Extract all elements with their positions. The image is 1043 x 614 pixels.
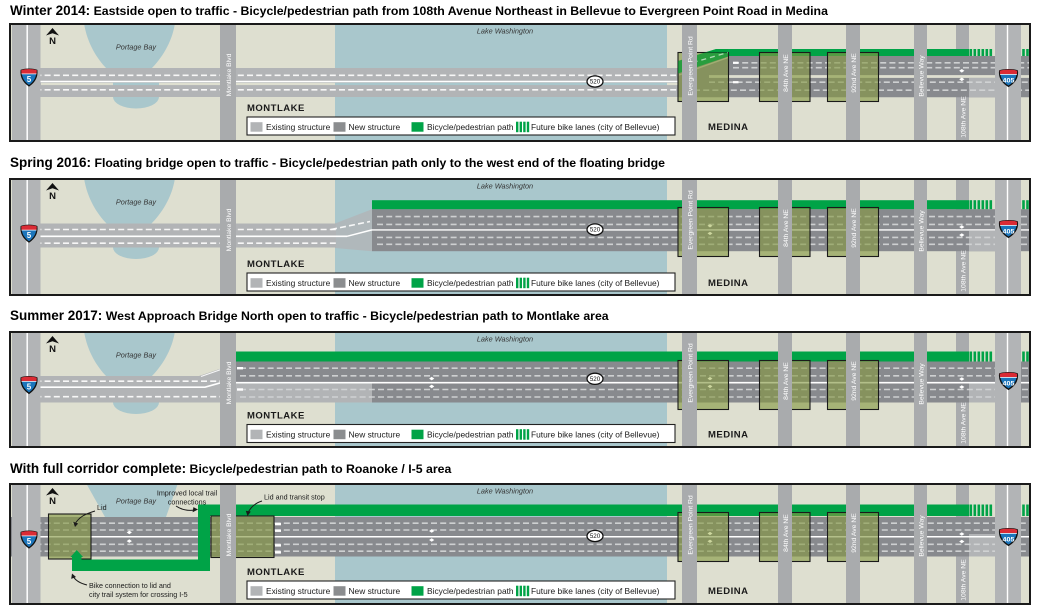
svg-text:Evergreen Point Rd: Evergreen Point Rd xyxy=(688,495,695,555)
svg-text:Lake Washington: Lake Washington xyxy=(477,182,533,191)
svg-text:Future bike lanes (city of Bel: Future bike lanes (city of Bellevue) xyxy=(531,278,660,288)
svg-text:5: 5 xyxy=(27,382,32,391)
svg-text:Portage Bay: Portage Bay xyxy=(116,497,158,506)
svg-text:92nd Ave NE: 92nd Ave NE xyxy=(851,53,858,93)
svg-text:MEDINA: MEDINA xyxy=(708,586,748,597)
svg-text:Montlake Blvd: Montlake Blvd xyxy=(226,361,233,404)
svg-text:New structure: New structure xyxy=(349,586,401,596)
svg-text:Bicycle/pedestrian path: Bicycle/pedestrian path xyxy=(427,586,514,596)
svg-text:Existing structure: Existing structure xyxy=(266,586,331,596)
svg-text:Montlake Blvd: Montlake Blvd xyxy=(226,513,233,556)
svg-text:Future bike lanes (city of Bel: Future bike lanes (city of Bellevue) xyxy=(531,586,660,596)
svg-text:Bike connection to lid and: Bike connection to lid and xyxy=(89,581,171,590)
svg-text:108th Ave NE: 108th Ave NE xyxy=(961,250,968,292)
svg-text:Evergreen Point Rd: Evergreen Point Rd xyxy=(688,343,695,403)
svg-text:Bicycle/pedestrian path: Bicycle/pedestrian path xyxy=(427,122,514,132)
svg-text:405: 405 xyxy=(1003,229,1015,236)
svg-text:N: N xyxy=(49,191,56,202)
svg-text:Portage Bay: Portage Bay xyxy=(116,43,158,52)
svg-text:405: 405 xyxy=(1003,537,1015,544)
svg-text:MEDINA: MEDINA xyxy=(708,278,748,289)
svg-text:Existing structure: Existing structure xyxy=(266,278,331,288)
svg-text:84th Ave NE: 84th Ave NE xyxy=(783,209,790,247)
svg-text:MONTLAKE: MONTLAKE xyxy=(247,103,305,114)
svg-text:Montlake Blvd: Montlake Blvd xyxy=(226,208,233,251)
svg-text:Montlake Blvd: Montlake Blvd xyxy=(226,53,233,96)
svg-text:Future bike lanes (city of Bel: Future bike lanes (city of Bellevue) xyxy=(531,430,660,440)
svg-text:Lid and transit stop: Lid and transit stop xyxy=(264,493,325,502)
svg-text:Bicycle/pedestrian path: Bicycle/pedestrian path xyxy=(427,430,514,440)
svg-text:Lake Washington: Lake Washington xyxy=(477,27,533,36)
svg-text:5: 5 xyxy=(27,231,32,240)
svg-text:5: 5 xyxy=(27,75,32,84)
svg-text:MONTLAKE: MONTLAKE xyxy=(247,567,305,578)
svg-text:New structure: New structure xyxy=(349,122,401,132)
svg-text:Lake Washington: Lake Washington xyxy=(477,335,533,344)
svg-text:Existing structure: Existing structure xyxy=(266,430,331,440)
svg-text:N: N xyxy=(49,36,56,47)
svg-text:Evergreen Point Rd: Evergreen Point Rd xyxy=(688,190,695,250)
svg-text:MEDINA: MEDINA xyxy=(708,430,748,441)
svg-text:108th Ave NE: 108th Ave NE xyxy=(961,402,968,444)
svg-text:84th Ave NE: 84th Ave NE xyxy=(783,54,790,92)
svg-text:5: 5 xyxy=(27,537,32,546)
svg-text:84th Ave NE: 84th Ave NE xyxy=(783,514,790,552)
svg-text:Bicycle/pedestrian path: Bicycle/pedestrian path xyxy=(427,278,514,288)
svg-text:92nd Ave NE: 92nd Ave NE xyxy=(851,513,858,553)
svg-text:Lid: Lid xyxy=(97,503,107,512)
svg-text:Improved local trail: Improved local trail xyxy=(157,489,218,498)
svg-text:Bellevue Way: Bellevue Way xyxy=(919,55,926,97)
svg-text:108th Ave NE: 108th Ave NE xyxy=(961,96,968,138)
svg-text:92nd Ave NE: 92nd Ave NE xyxy=(851,208,858,248)
svg-text:MONTLAKE: MONTLAKE xyxy=(247,259,305,270)
svg-text:520: 520 xyxy=(590,376,601,383)
svg-text:405: 405 xyxy=(1003,78,1015,85)
svg-text:Existing structure: Existing structure xyxy=(266,122,331,132)
svg-text:MONTLAKE: MONTLAKE xyxy=(247,411,305,422)
svg-text:520: 520 xyxy=(590,533,601,540)
svg-text:N: N xyxy=(49,344,56,355)
svg-text:city trail system for crossing: city trail system for crossing I-5 xyxy=(89,590,188,599)
svg-text:405: 405 xyxy=(1003,381,1015,388)
svg-text:84th Ave NE: 84th Ave NE xyxy=(783,362,790,400)
svg-text:Portage Bay: Portage Bay xyxy=(116,351,158,360)
svg-text:Bellevue Way: Bellevue Way xyxy=(919,515,926,557)
svg-text:New structure: New structure xyxy=(349,278,401,288)
svg-text:520: 520 xyxy=(590,79,601,86)
svg-text:connections: connections xyxy=(168,498,207,507)
svg-text:Bellevue Way: Bellevue Way xyxy=(919,210,926,252)
svg-text:MEDINA: MEDINA xyxy=(708,122,748,133)
svg-text:Evergreen Point Rd: Evergreen Point Rd xyxy=(688,36,695,96)
svg-text:108th Ave NE: 108th Ave NE xyxy=(961,559,968,601)
svg-text:New structure: New structure xyxy=(349,430,401,440)
svg-text:520: 520 xyxy=(590,227,601,234)
svg-text:92nd Ave NE: 92nd Ave NE xyxy=(851,361,858,401)
svg-text:Lake Washington: Lake Washington xyxy=(477,487,533,496)
svg-text:Portage Bay: Portage Bay xyxy=(116,198,158,207)
svg-text:Bellevue Way: Bellevue Way xyxy=(919,363,926,405)
svg-text:Future bike lanes (city of Bel: Future bike lanes (city of Bellevue) xyxy=(531,122,660,132)
svg-text:N: N xyxy=(49,496,56,507)
